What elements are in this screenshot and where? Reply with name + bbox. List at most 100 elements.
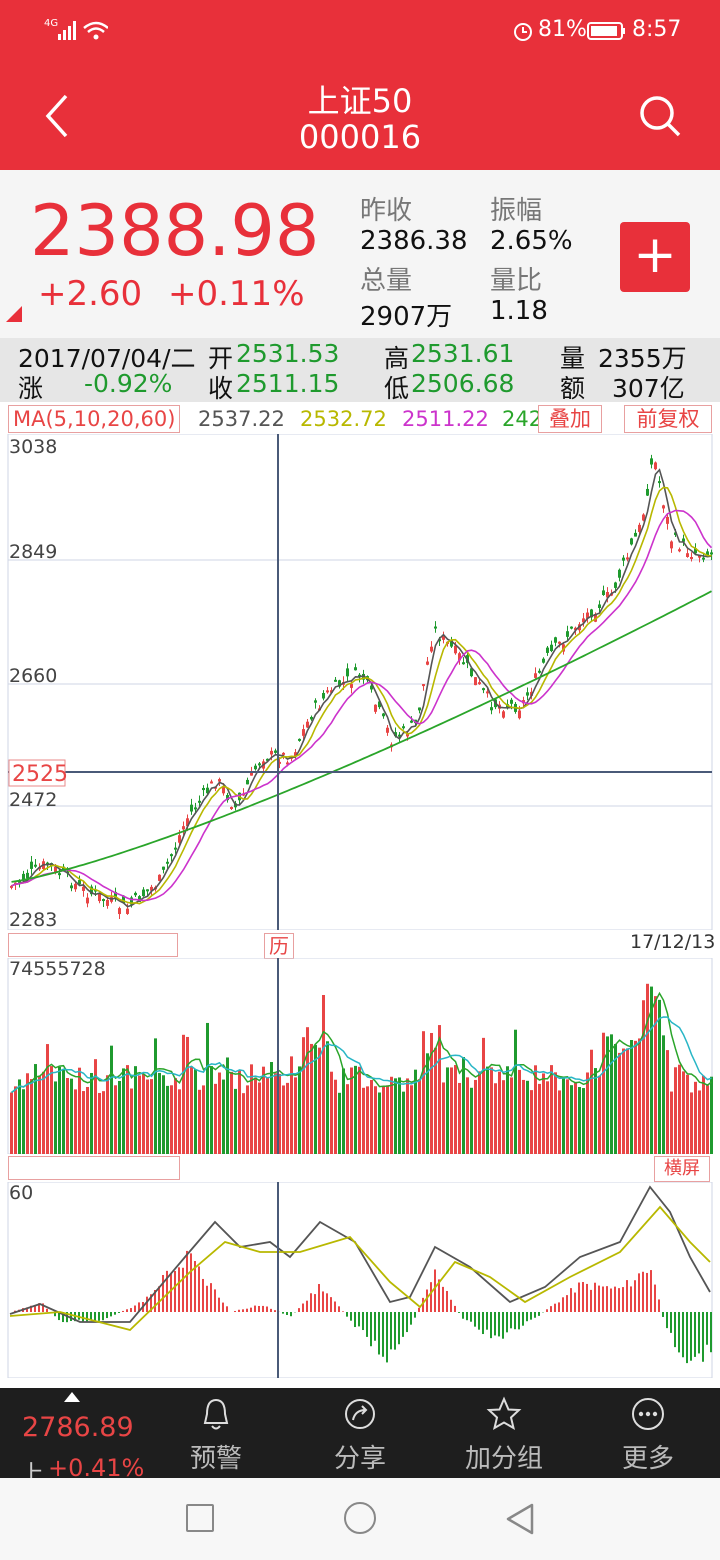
candle-body [146, 889, 149, 892]
candle-body [438, 639, 441, 642]
volume-bar [502, 1080, 505, 1154]
volume-bar [670, 1091, 673, 1154]
prev-close-label: 昨收 [360, 196, 413, 226]
candle-body [622, 557, 625, 561]
candle-body [458, 653, 461, 661]
volume-bar [122, 1068, 125, 1154]
volume-bar [582, 1088, 585, 1154]
candle-body [666, 516, 669, 524]
volume-bar [330, 1071, 333, 1154]
volume-bar [534, 1065, 537, 1154]
candle-body [346, 668, 349, 677]
candle-body [350, 683, 353, 688]
volume-bar [158, 1072, 161, 1154]
vol-ratio-label: 量比 [490, 266, 543, 296]
adjust-rights-button[interactable]: 前复权 [624, 405, 712, 433]
volume-bar [194, 1069, 197, 1154]
volume-bar [566, 1079, 569, 1154]
volume-bar [578, 1087, 581, 1154]
home-icon[interactable] [344, 1502, 376, 1534]
candle-body [422, 684, 425, 687]
candle-body [222, 786, 225, 794]
volume-bar [170, 1085, 173, 1154]
volume-bar [470, 1087, 473, 1154]
volume-bar [442, 1082, 445, 1154]
candle-body [694, 548, 697, 554]
add-group-button[interactable]: 加分组 [458, 1396, 550, 1476]
volume-bar [98, 1092, 101, 1154]
alert-button[interactable]: 预警 [178, 1396, 254, 1476]
volume-bar [642, 1000, 645, 1154]
volume-bar [78, 1067, 81, 1154]
candle-body [18, 880, 21, 883]
candle-body [378, 701, 381, 708]
candle-body [646, 488, 649, 496]
ma10-value: 2532.72 [300, 407, 387, 431]
volume-bar [410, 1085, 413, 1154]
volume-bar [658, 999, 661, 1154]
volume-bar [506, 1066, 509, 1154]
volume-bar [234, 1088, 237, 1154]
candle-body [442, 635, 445, 640]
candle-body [402, 726, 405, 729]
y-tick-bottom: 2283 [9, 909, 57, 930]
more-button[interactable]: 更多 [610, 1396, 686, 1476]
volume-bar [254, 1077, 257, 1154]
overlay-button[interactable]: 叠加 [538, 405, 602, 433]
volume-bar [62, 1069, 65, 1154]
candle-body [322, 692, 325, 699]
volume-bar [94, 1059, 97, 1154]
price-gridlines [8, 559, 712, 807]
candle-body [306, 721, 309, 728]
back-nav-icon[interactable] [504, 1502, 536, 1536]
chart-area[interactable]: MA(5,10,20,60) 2537.22 2532.72 2511.22 2… [0, 402, 720, 1388]
volume-bar [118, 1080, 121, 1154]
candle-body [10, 885, 13, 888]
candle-body [90, 886, 93, 895]
candle-body [362, 673, 365, 680]
volume-bar [702, 1075, 705, 1154]
candle-body [606, 592, 609, 598]
candle-body [114, 891, 117, 898]
volume-bar [82, 1091, 85, 1154]
clock-time: 8:57 [632, 17, 682, 42]
back-icon[interactable] [36, 90, 80, 142]
volume-bar [110, 1045, 113, 1154]
history-button[interactable]: 历 [264, 933, 294, 959]
candle-body [330, 690, 333, 693]
ma-settings-button[interactable]: MA(5,10,20,60) [8, 405, 181, 433]
landscape-button[interactable]: 横屏 [654, 1156, 710, 1182]
volume-bar [402, 1091, 405, 1154]
end-date: 17/12/13 [630, 931, 716, 953]
volume-ma10-line [11, 1016, 712, 1094]
candle-body [618, 569, 621, 578]
volume-bar [42, 1071, 45, 1154]
candle-body [82, 886, 85, 891]
recent-apps-icon[interactable] [186, 1504, 214, 1532]
volume-bar [478, 1071, 481, 1154]
volume-chart[interactable]: 74555728 [0, 958, 720, 1154]
kline-chart[interactable]: 3038 2849 2660 2472 2283 2525 [0, 434, 720, 930]
volume-bar [438, 1025, 441, 1154]
candle-body [570, 626, 573, 629]
candle-body [326, 690, 329, 693]
macd-settings-box[interactable] [8, 1156, 180, 1180]
candle-body [698, 555, 701, 558]
add-watchlist-button[interactable]: + [620, 222, 690, 292]
volume-bar [634, 1040, 637, 1154]
share-button[interactable]: 分享 [322, 1396, 398, 1476]
candle-body [202, 787, 205, 791]
macd-chart[interactable]: 60 [0, 1182, 720, 1378]
candle-body [474, 677, 477, 686]
volume-bar [26, 1073, 29, 1154]
volume-bar [162, 1075, 165, 1154]
candle-body [26, 872, 29, 879]
volume-bar [182, 1034, 185, 1154]
candle-body [638, 524, 641, 532]
search-icon[interactable] [636, 92, 684, 140]
candle-body [182, 826, 185, 830]
candle-body [546, 647, 549, 653]
candle-body [542, 658, 545, 663]
index-up-arrow-icon [64, 1392, 80, 1402]
index-price[interactable]: 2786.89 [22, 1412, 134, 1443]
